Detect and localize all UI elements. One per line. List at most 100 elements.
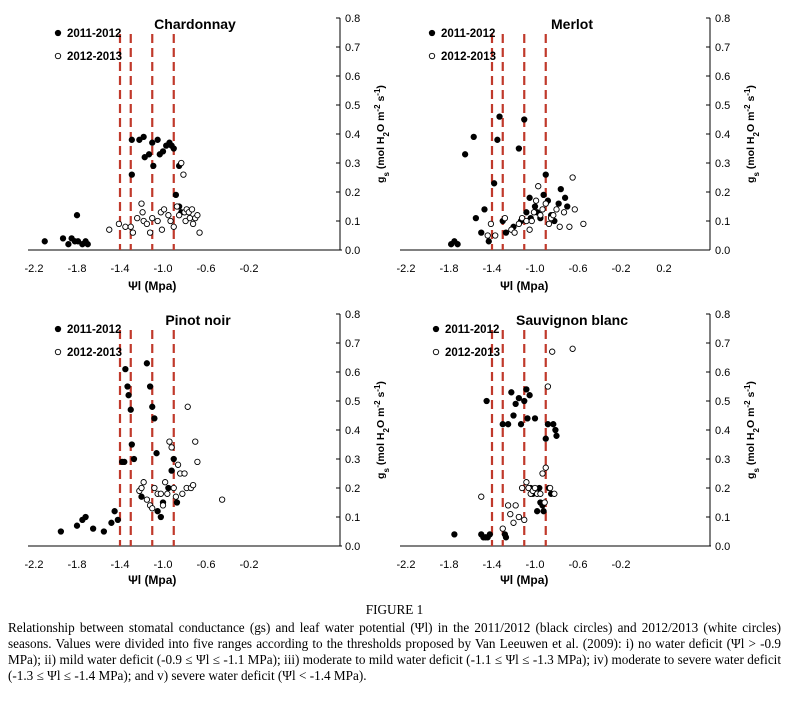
data-point: [182, 217, 189, 225]
data-point: [159, 502, 167, 509]
data-point: [550, 212, 557, 219]
data-point: [492, 232, 499, 239]
panel-3: Pinot noir 0.0 0.1 0.2 0.3 0.4 0.5 0.6 0.7 0.8 -2.…: [25, 309, 391, 587]
data-point: [526, 194, 533, 201]
data-point: [194, 458, 201, 466]
data-point: [168, 467, 175, 474]
panel-title: Sauvignon blanc: [516, 312, 628, 328]
data-point: [122, 223, 129, 230]
y-tick-label: 0.1: [345, 512, 360, 524]
data-point: [173, 203, 181, 210]
data-point: [136, 136, 143, 143]
data-point: [106, 226, 113, 233]
y-tick-label: 0.3: [715, 454, 730, 466]
data-point: [557, 185, 564, 193]
data-point: [167, 217, 174, 225]
data-point: [555, 200, 562, 207]
data-point: [517, 421, 525, 428]
data-point: [507, 510, 514, 518]
data-point: [108, 519, 115, 526]
data-point: [174, 461, 182, 468]
legend-label: 2012-2013: [67, 51, 122, 63]
y-tick-label: 0.1: [345, 216, 360, 228]
data-point: [551, 490, 558, 497]
x-tick-label: -1.4: [483, 559, 502, 571]
data-point: [566, 223, 573, 230]
legend-label: 2011-2012: [67, 324, 121, 336]
legend: 2011-2012 2012-2013: [54, 324, 122, 359]
data-point: [181, 470, 188, 477]
data-point: [170, 484, 177, 492]
data-point: [157, 513, 165, 521]
y-tick-label: 0.0: [345, 245, 360, 257]
legend-label: 2011-2012: [67, 28, 121, 40]
data-point: [483, 397, 490, 405]
x-tick-label: -1.8: [68, 559, 87, 571]
data-point: [544, 383, 552, 390]
data-point: [140, 133, 147, 141]
data-point: [485, 238, 492, 245]
panel-2: Merlot 0.0 0.1 0.2 0.3 0.4 0.5 0.6 0.7 0.8 -2.2 -1.…: [397, 13, 761, 293]
data-point: [184, 403, 191, 410]
x-tick-label: -0.6: [197, 559, 216, 571]
y-axis-label: gs (mol H2O m-2 s-1): [373, 381, 391, 479]
data-point: [539, 470, 546, 477]
data-point: [143, 360, 151, 367]
data-point: [550, 421, 557, 428]
y-tick-label: 0.6: [715, 367, 730, 379]
y-tick-label: 0.3: [345, 158, 360, 170]
data-point: [515, 513, 523, 521]
data-point: [138, 200, 145, 207]
data-point: [504, 502, 512, 509]
data-point: [540, 508, 547, 515]
data-point: [569, 174, 576, 181]
data-point: [504, 421, 512, 428]
data-point: [531, 203, 539, 210]
data-point: [129, 229, 137, 236]
panel-title: Merlot: [551, 16, 593, 32]
data-point: [128, 136, 135, 143]
x-tick-label: -1.8: [68, 263, 87, 275]
data-point: [178, 159, 185, 167]
data-point: [534, 508, 541, 515]
data-point: [511, 229, 518, 236]
data-point: [490, 180, 498, 187]
data-point: [149, 214, 156, 222]
legend-label: 2011-2012: [445, 324, 499, 336]
data-point: [57, 528, 65, 535]
data-point: [146, 383, 154, 390]
data-point: [149, 139, 156, 146]
data-point: [531, 415, 539, 422]
legend-marker: [54, 325, 62, 333]
x-tick-label: -1.8: [440, 263, 459, 275]
caption-body: Relationship between stomatal conductanc…: [8, 620, 781, 683]
data-point: [175, 212, 183, 219]
data-point: [523, 217, 530, 225]
data-point: [157, 490, 165, 497]
data-point: [486, 531, 493, 538]
data-point: [518, 484, 526, 492]
data-point: [154, 136, 161, 143]
x-tick-label: -1.8: [440, 559, 459, 571]
data-point: [569, 345, 576, 352]
data-point: [41, 238, 48, 245]
data-point: [151, 415, 158, 422]
data-point: [165, 484, 172, 492]
data-point: [451, 531, 458, 538]
y-tick-label: 0.7: [345, 42, 360, 54]
data-point: [164, 490, 171, 497]
data-point: [173, 499, 181, 506]
data-point: [100, 528, 108, 535]
data-point: [478, 493, 485, 500]
y-tick-label: 0.8: [715, 13, 730, 25]
data-point: [189, 481, 197, 489]
data-point: [530, 209, 538, 216]
data-point: [528, 217, 535, 225]
data-point: [564, 203, 571, 210]
data-point: [523, 386, 530, 393]
legend: 2011-2012 2012-2013: [428, 28, 496, 63]
data-point: [149, 403, 156, 410]
data-point: [512, 400, 519, 408]
data-point: [159, 148, 167, 155]
data-point: [553, 432, 560, 439]
